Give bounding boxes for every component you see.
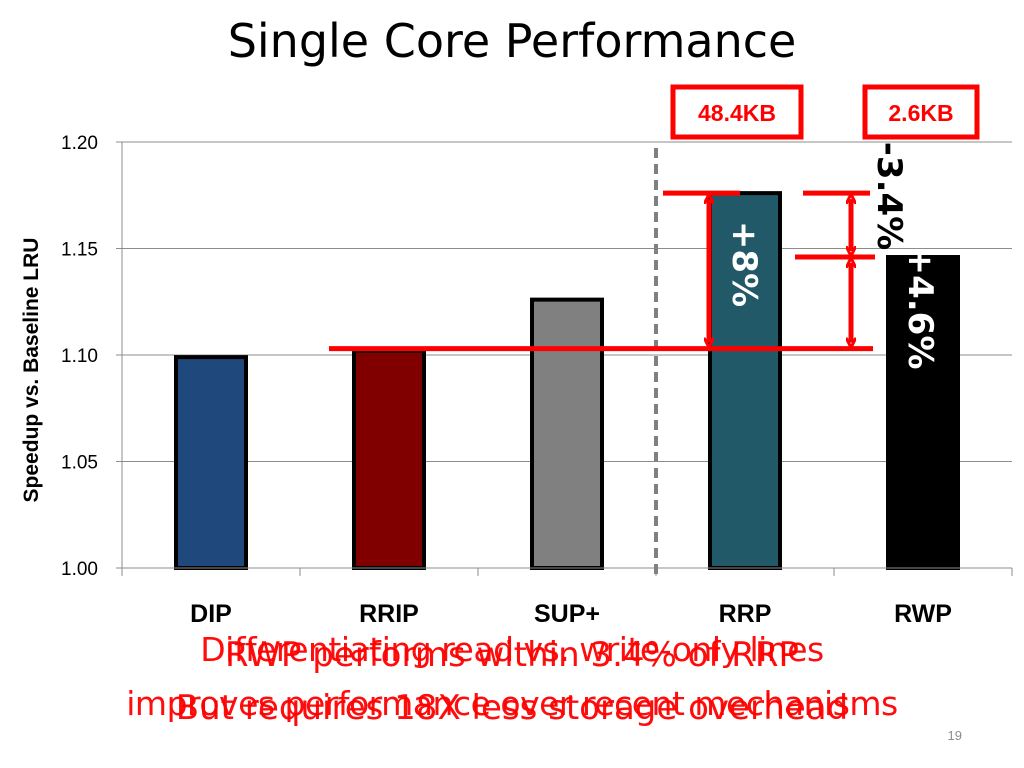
y-tick-label: 1.10	[61, 346, 98, 367]
x-tick-label: SUP+	[534, 600, 600, 628]
rwp-storage-label: 2.6KB	[888, 100, 953, 126]
bar-sup	[530, 297, 604, 570]
x-tick-label: RRIP	[359, 600, 419, 628]
bar-rrip	[352, 348, 426, 570]
y-tick-label: 1.20	[61, 133, 98, 154]
y-axis-label: Speedup vs. Baseline LRU	[20, 238, 43, 503]
rrp-storage-box	[670, 84, 804, 140]
overlay-caption-1: Differentiating read vs. write-only line…	[200, 630, 824, 669]
bar-dip	[174, 355, 248, 570]
bars	[174, 191, 960, 570]
rwp-diff-label: -3.4%	[869, 142, 909, 250]
slide-title: Single Core Performance	[227, 14, 797, 68]
x-tick-label: RWP	[894, 600, 952, 628]
x-tick-label: RRP	[719, 600, 772, 628]
x-tick-label: DIP	[190, 600, 232, 628]
rrp-gain-label: +8%	[724, 221, 764, 307]
page-number: 19	[947, 728, 962, 743]
y-tick-label: 1.00	[61, 559, 98, 580]
rrp-storage-label: 48.4KB	[698, 100, 776, 126]
annotations: 48.4KB 2.6KB +8% +4.6%-3.4%	[329, 84, 980, 575]
y-tick-label: 1.05	[61, 453, 98, 474]
overlay-caption-4: But requires 18X less storage overhead	[175, 688, 849, 728]
overlay-caption-3: improves performance over recent mechani…	[126, 684, 898, 723]
bar-rwp	[886, 255, 960, 570]
axes: 1.00 1.05 1.10 1.15 1.20 DIP RRIP SUP+ RRP RWP	[61, 133, 1013, 628]
overlay-caption-2: RWP performs within 3.4% of RRP	[225, 635, 799, 675]
rwp-storage-box	[862, 84, 980, 140]
y-tick-label: 1.15	[61, 240, 98, 261]
rwp-gain-label: +4.6%	[900, 247, 940, 370]
